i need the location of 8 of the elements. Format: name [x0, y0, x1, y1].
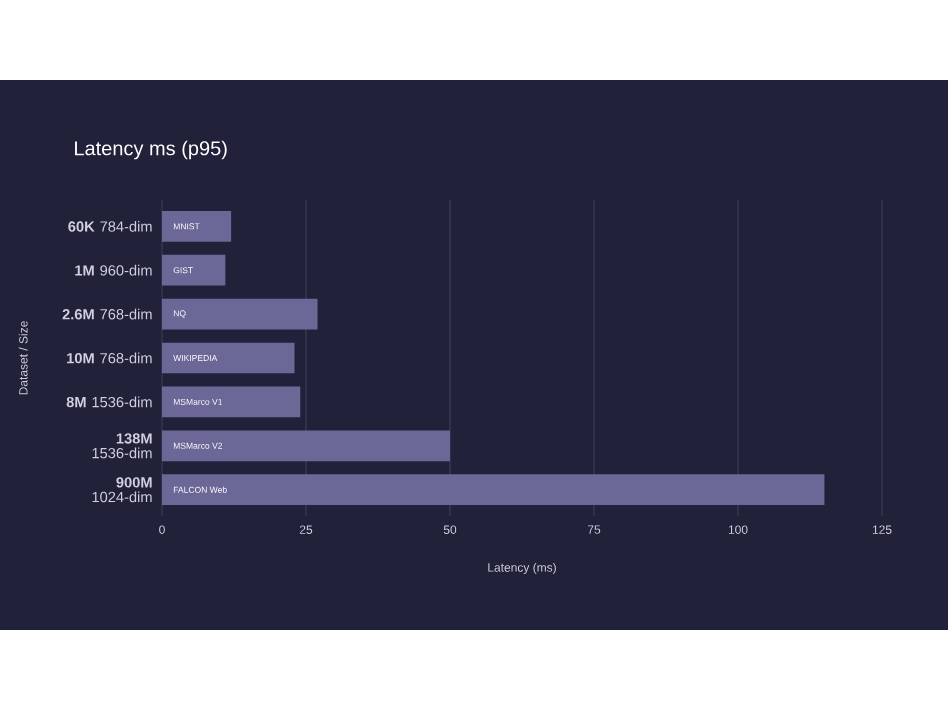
chart-title: Latency ms (p95) [75, 140, 227, 160]
bar [162, 254, 226, 286]
bar [162, 474, 825, 506]
bar [162, 386, 301, 418]
bar [162, 298, 318, 330]
bar [162, 342, 295, 374]
bar [162, 210, 232, 242]
bar [162, 430, 451, 462]
